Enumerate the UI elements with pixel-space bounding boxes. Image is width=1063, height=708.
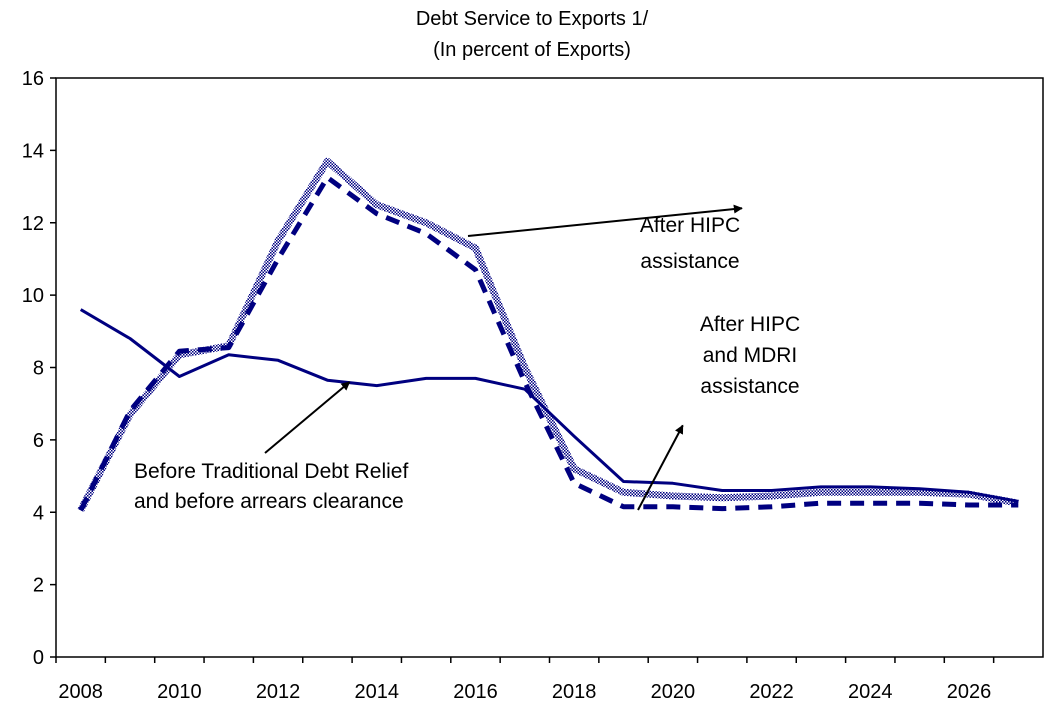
annotation-before-line: and before arrears clearance — [134, 490, 404, 513]
x-tick-label: 2008 — [58, 681, 103, 703]
y-tick-label: 6 — [33, 430, 44, 452]
y-tick-label: 2 — [33, 575, 44, 597]
y-tick-label: 16 — [22, 68, 44, 90]
x-tick-label: 2020 — [651, 681, 696, 703]
y-tick-label: 10 — [22, 285, 44, 307]
arrow-before — [264, 381, 351, 454]
x-axis-ticks: 2008 2010 2012 2014 2016 2018 2020 2022 2024 2026 — [55, 657, 995, 703]
x-tick-label: 2012 — [256, 681, 301, 703]
annotation-after-hipc-line: assistance — [640, 250, 739, 273]
y-tick-label: 8 — [33, 358, 44, 380]
x-tick-label: 2014 — [355, 681, 400, 703]
plot-area — [55, 77, 1044, 658]
chart-subtitle: (In percent of Exports) — [433, 39, 631, 61]
arrow-after-hipc — [467, 204, 743, 237]
y-axis-ticks: 0 2 4 6 8 10 12 14 16 — [22, 68, 56, 669]
chart-title: Debt Service to Exports 1/ — [416, 8, 649, 30]
annotation-before-line: Before Traditional Debt Relief — [134, 460, 408, 483]
y-tick-label: 0 — [33, 647, 44, 669]
arrow-after-hipc-mdri — [637, 424, 684, 511]
series-lines — [77, 157, 1019, 513]
annotation-after-hipc-mdri-line: assistance — [700, 375, 799, 398]
x-tick-label: 2018 — [552, 681, 597, 703]
x-tick-label: 2024 — [848, 681, 893, 703]
annotation-after-hipc-mdri-line: After HIPC — [700, 313, 800, 336]
annotation-arrows — [264, 204, 743, 511]
y-tick-label: 12 — [22, 213, 44, 235]
annotation-after-hipc-line: After HIPC — [640, 214, 740, 237]
x-tick-label: 2010 — [157, 681, 202, 703]
series-line-before — [79, 308, 1019, 503]
y-tick-label: 14 — [22, 140, 44, 162]
x-tick-label: 2016 — [453, 681, 498, 703]
annotations: Before Traditional Debt Relief and before… — [134, 214, 800, 513]
x-tick-label: 2022 — [749, 681, 794, 703]
y-tick-label: 4 — [33, 502, 44, 524]
annotation-after-hipc-mdri-line: and MDRI — [703, 344, 798, 367]
series-line-after-hipc-mdri — [78, 175, 1019, 512]
x-tick-label: 2026 — [947, 681, 992, 703]
